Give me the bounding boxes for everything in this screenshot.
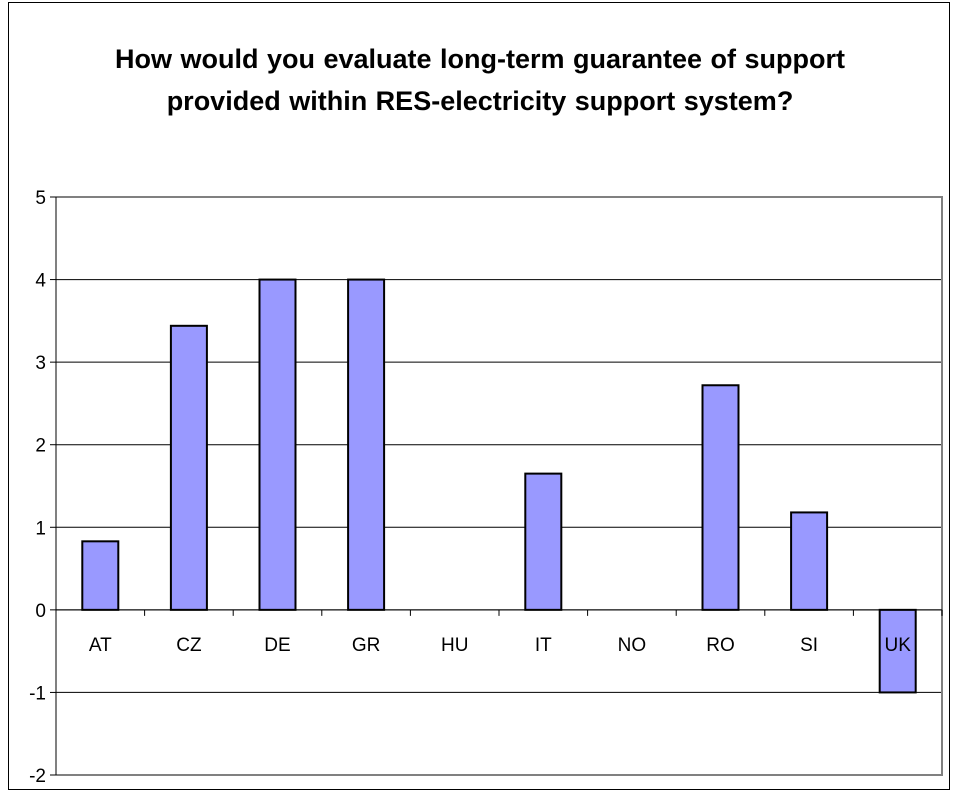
y-tick-label: 1: [35, 518, 46, 539]
x-tick-label: NO: [618, 635, 647, 656]
chart-title: How would you evaluate long-term guarant…: [114, 44, 846, 116]
axes: [50, 196, 943, 776]
y-tick-label: -2: [29, 766, 46, 787]
x-tick-label: IT: [535, 635, 552, 656]
x-tick-label: AT: [89, 635, 112, 656]
y-tick-label: 2: [35, 436, 46, 457]
y-tick-label: -1: [29, 683, 46, 704]
bar-gr: [347, 278, 386, 611]
bars: [81, 278, 917, 694]
x-tick-label: RO: [706, 635, 735, 656]
y-tick-label: 3: [35, 353, 46, 374]
x-tick-label: SI: [800, 635, 818, 656]
bar-ro: [701, 384, 740, 611]
x-tick-label: HU: [441, 635, 468, 656]
y-tick-label: 5: [35, 188, 46, 209]
x-tick-label: UK: [884, 635, 911, 656]
plot-border: [56, 196, 943, 776]
x-tick-label: CZ: [176, 635, 202, 656]
tick-labels: -2 -1 0 1 2 3 4 5 AT CZ DE GR HU IT NO RO SI UK: [29, 188, 911, 787]
bar-si: [790, 511, 829, 611]
y-tick-label: 4: [35, 271, 46, 292]
bar-at: [81, 540, 120, 611]
bar-it: [524, 472, 563, 611]
bar-cz: [169, 324, 208, 611]
y-tick-label: 0: [35, 601, 46, 622]
x-tick-label: DE: [264, 635, 290, 656]
bar-de: [258, 278, 297, 611]
x-tick-label: GR: [352, 635, 381, 656]
chart-frame: [8, 2, 950, 790]
